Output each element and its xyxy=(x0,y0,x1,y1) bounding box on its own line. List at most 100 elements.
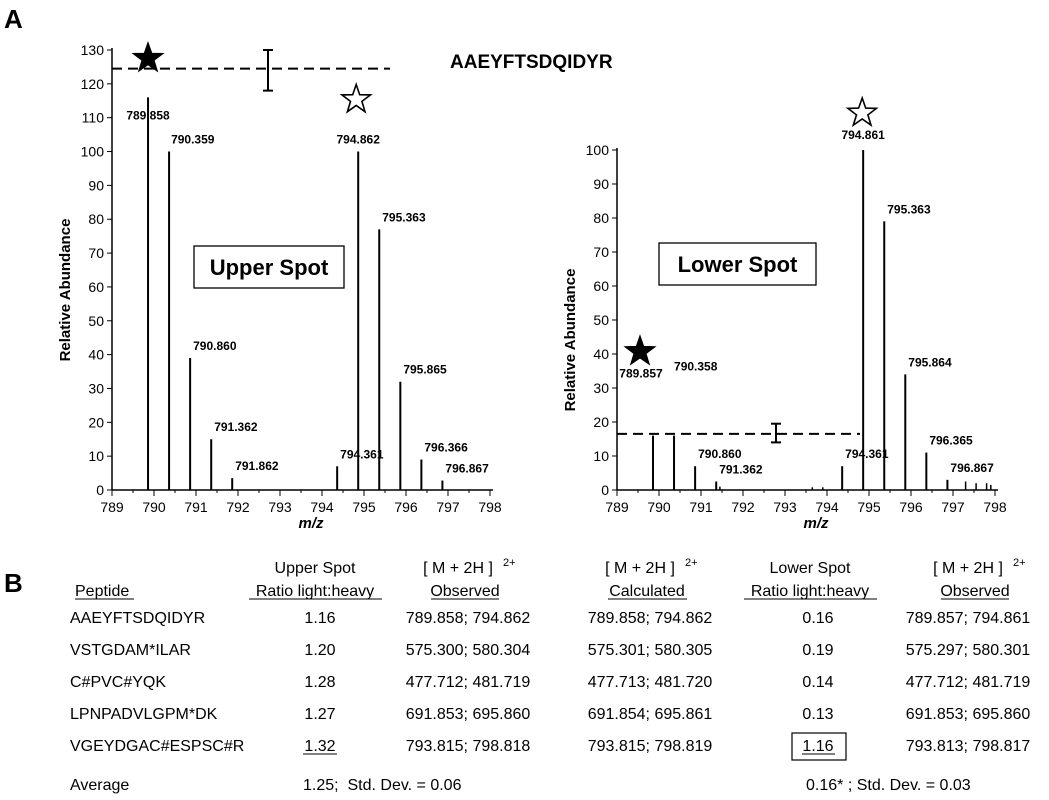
header-calc-line1: [ M + 2H ] xyxy=(605,560,675,577)
cell-peptide: VGEYDGAC#ESPSC#R xyxy=(70,738,244,755)
y-tick-label: 80 xyxy=(593,210,609,226)
y-tick-label: 0 xyxy=(601,482,609,498)
header-upper-line1: Upper Spot xyxy=(275,560,356,577)
table-row: C#PVC#YQK 1.28 477.712; 481.719 477.713;… xyxy=(70,674,1030,691)
cell-upper-ratio: 1.20 xyxy=(304,642,335,659)
peak-label: 794.861 xyxy=(841,128,885,142)
x-tick-label: 794 xyxy=(310,499,334,515)
header-obs2-line1: [ M + 2H ] xyxy=(933,560,1003,577)
y-tick-label: 100 xyxy=(81,144,105,160)
x-tick-label: 795 xyxy=(352,499,376,515)
cell-upper-ratio: 1.32 xyxy=(304,738,335,755)
header-upper-line2: Ratio light:heavy xyxy=(256,583,374,600)
spot-label-box xyxy=(193,245,345,289)
x-tick-label: 796 xyxy=(394,499,418,515)
cell-upper-ratio: 1.27 xyxy=(304,706,335,723)
y-tick-label: 90 xyxy=(88,177,104,193)
y-tick-label: 40 xyxy=(593,346,609,362)
cell-observed-upper: 793.815; 798.818 xyxy=(406,738,531,755)
header-obs-line2: Observed xyxy=(430,583,499,600)
y-tick-label: 20 xyxy=(88,414,104,430)
x-tick-label: 796 xyxy=(899,499,923,515)
cell-lower-ratio: 0.13 xyxy=(802,706,833,723)
chart-lower-spot: 0 10 20 30 40 50 60 70 80 90 100 789 790 791 792 793 794… xyxy=(562,95,1007,532)
spot-label-box xyxy=(658,242,817,286)
cell-peptide: VSTGDAM*ILAR xyxy=(70,642,191,659)
peak-label: 795.363 xyxy=(382,210,426,224)
cell-upper-ratio: 1.16 xyxy=(304,610,335,627)
peak-label: 796.365 xyxy=(929,434,973,448)
peak-label: 789.858 xyxy=(126,108,170,122)
x-tick-label: 790 xyxy=(142,499,166,515)
cell-observed-upper: 691.853; 695.860 xyxy=(406,706,531,723)
x-axis-title: m/z xyxy=(803,515,829,532)
cell-observed-upper: 789.858; 794.862 xyxy=(406,610,531,627)
cell-calculated: 477.713; 481.720 xyxy=(588,674,713,691)
peak-label: 790.358 xyxy=(674,360,718,374)
spot-label: Upper Spot xyxy=(210,255,329,280)
x-tick-label: 794 xyxy=(815,499,839,515)
peak-label: 794.361 xyxy=(845,447,889,461)
cell-observed-lower: 575.297; 580.301 xyxy=(906,642,1031,659)
y-tick-label: 10 xyxy=(88,448,104,464)
header-lower-line1: Lower Spot xyxy=(770,560,851,577)
cell-lower-ratio: 0.19 xyxy=(802,642,833,659)
peak-label: 789.857 xyxy=(619,367,663,381)
cell-calculated: 789.858; 794.862 xyxy=(588,610,713,627)
peak-label: 795.363 xyxy=(887,202,931,216)
x-tick-label: 791 xyxy=(689,499,713,515)
x-tick-label: 790 xyxy=(647,499,671,515)
y-tick-label: 70 xyxy=(88,245,104,261)
cell-peptide: C#PVC#YQK xyxy=(70,674,166,691)
spot-label: Lower Spot xyxy=(678,252,798,277)
cell-observed-upper: 477.712; 481.719 xyxy=(406,674,531,691)
y-tick-label: 70 xyxy=(593,244,609,260)
x-tick-label: 789 xyxy=(605,499,629,515)
table-row: VGEYDGAC#ESPSC#R 1.32 793.815; 798.818 7… xyxy=(70,732,1031,761)
header-obs2-line2: Observed xyxy=(940,583,1009,600)
cell-lower-ratio: 0.14 xyxy=(802,674,833,691)
table-row: VSTGDAM*ILAR 1.20 575.300; 580.304 575.3… xyxy=(70,642,1030,659)
y-tick-label: 60 xyxy=(593,278,609,294)
peak-label: 791.362 xyxy=(214,420,258,434)
average-row: Average 1.25; Std. Dev. = 0.06 0.16* ; S… xyxy=(70,777,971,794)
ratio-table: Peptide Upper Spot Ratio light:heavy [ M… xyxy=(70,557,1030,794)
peak-label: 790.359 xyxy=(171,133,215,147)
cell-observed-lower: 793.813; 798.817 xyxy=(906,738,1031,755)
cell-observed-lower: 691.853; 695.860 xyxy=(906,706,1031,723)
peak-label: 794.862 xyxy=(337,133,381,147)
y-tick-label: 50 xyxy=(88,313,104,329)
peak-label: 794.361 xyxy=(340,447,384,461)
panel-label-b: B xyxy=(4,568,23,598)
cell-calculated: 575.301; 580.305 xyxy=(588,642,713,659)
peak-label: 795.864 xyxy=(908,355,952,369)
table-row: AAEYFTSDQIDYR 1.16 789.858; 794.862 789.… xyxy=(70,610,1030,627)
y-tick-label: 80 xyxy=(88,211,104,227)
y-tick-label: 20 xyxy=(593,414,609,430)
peak-label: 796.867 xyxy=(950,461,994,475)
y-tick-label: 30 xyxy=(593,380,609,396)
cell-calculated: 793.815; 798.819 xyxy=(588,738,713,755)
cell-observed-lower: 477.712; 481.719 xyxy=(906,674,1031,691)
cell-observed-upper: 575.300; 580.304 xyxy=(406,642,531,659)
x-tick-label: 798 xyxy=(478,499,502,515)
y-tick-label: 10 xyxy=(593,448,609,464)
panel-label-a: A xyxy=(4,4,23,34)
filled-star-icon xyxy=(131,40,165,73)
y-tick-label: 130 xyxy=(81,42,105,58)
peak-label: 796.867 xyxy=(445,462,489,476)
x-tick-label: 789 xyxy=(100,499,124,515)
peak-label: 796.366 xyxy=(424,441,468,455)
peak-label: 790.860 xyxy=(698,447,742,461)
peak-label: 791.862 xyxy=(235,459,279,473)
header-calc-line2: Calculated xyxy=(609,583,685,600)
y-tick-label: 30 xyxy=(88,380,104,396)
header-obs-sup: 2+ xyxy=(503,557,516,569)
peak-label: 795.865 xyxy=(403,363,447,377)
y-tick-label: 110 xyxy=(82,110,105,126)
x-axis-title: m/z xyxy=(298,515,324,532)
header-calc-sup: 2+ xyxy=(685,557,698,569)
filled-star-icon xyxy=(623,334,657,366)
peptide-title: AAEYFTSDQIDYR xyxy=(450,52,613,73)
